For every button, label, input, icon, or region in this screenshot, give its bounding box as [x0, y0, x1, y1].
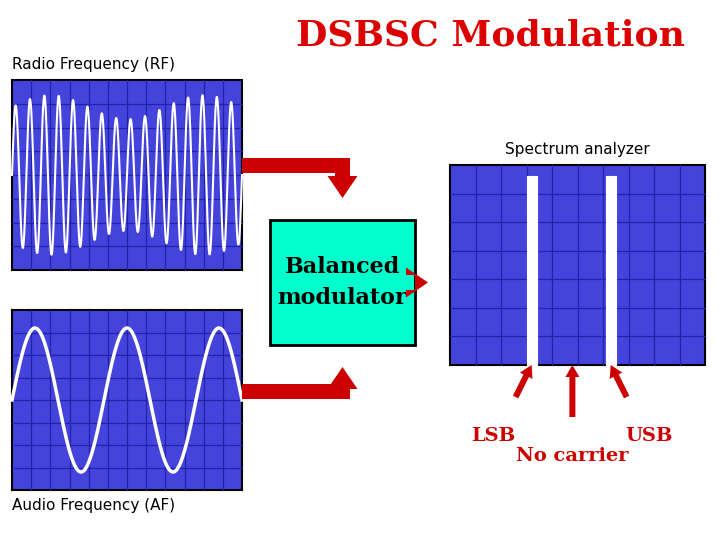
Text: DSBSC Modulation: DSBSC Modulation: [295, 18, 685, 52]
Bar: [12, 310, 242, 490]
Text: Radio Frequency (RF): Radio Frequency (RF): [12, 57, 175, 72]
Text: USB: USB: [625, 427, 672, 445]
Bar: [270, 220, 415, 345]
Bar: [450, 165, 705, 365]
FancyArrow shape: [513, 365, 533, 399]
FancyArrow shape: [610, 365, 629, 399]
Text: Audio Frequency (AF): Audio Frequency (AF): [12, 498, 175, 513]
FancyArrow shape: [328, 367, 358, 391]
Text: Spectrum analyzer: Spectrum analyzer: [505, 142, 650, 157]
FancyArrow shape: [565, 365, 580, 417]
FancyArrow shape: [328, 165, 358, 198]
FancyArrow shape: [406, 267, 428, 298]
Bar: [12, 80, 242, 270]
Text: LSB: LSB: [472, 427, 516, 445]
FancyArrow shape: [242, 158, 350, 173]
Text: No carrier: No carrier: [516, 447, 629, 465]
FancyArrow shape: [242, 383, 350, 399]
Text: Balanced
modulator: Balanced modulator: [278, 256, 408, 309]
